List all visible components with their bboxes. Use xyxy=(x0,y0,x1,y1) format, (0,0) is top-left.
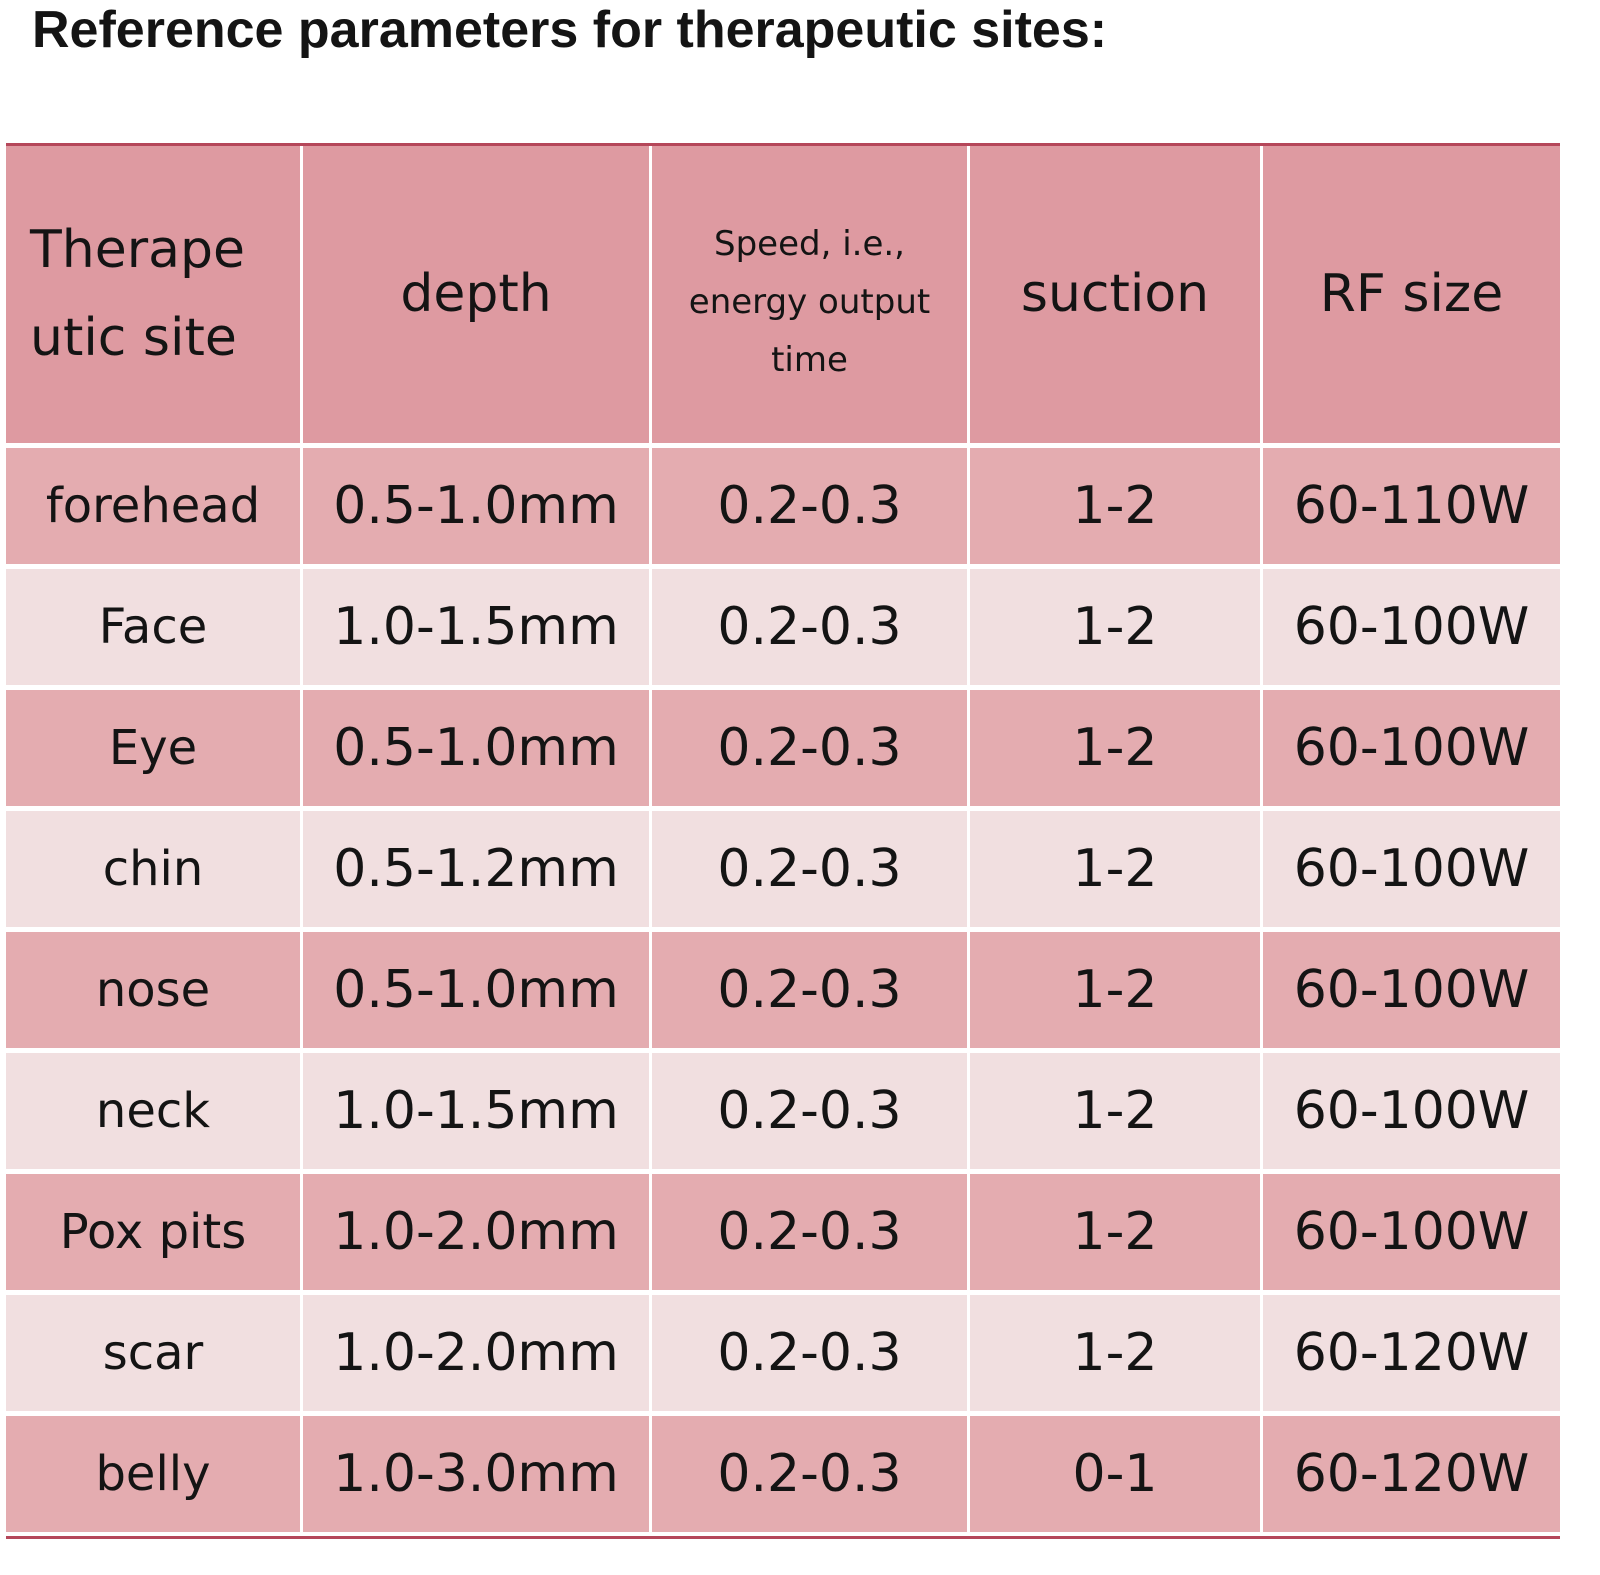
site-cell: nose xyxy=(6,932,300,1048)
value-cell: 0.2-0.3 xyxy=(652,448,967,564)
value-cell: 0-1 xyxy=(970,1416,1260,1532)
value-cell: 1-2 xyxy=(970,690,1260,806)
value-cell: 1-2 xyxy=(970,811,1260,927)
value-cell: 0.2-0.3 xyxy=(652,932,967,1048)
value-cell: 1-2 xyxy=(970,932,1260,1048)
value-cell: 1.0-2.0mm xyxy=(303,1174,649,1290)
value-cell: 1-2 xyxy=(970,1295,1260,1411)
value-cell: 0.2-0.3 xyxy=(652,1053,967,1169)
value-cell: 60-100W xyxy=(1263,690,1560,806)
header-text: Therape xyxy=(30,219,245,280)
value-cell: 60-100W xyxy=(1263,811,1560,927)
header-text: RF size xyxy=(1319,263,1504,324)
value-cell: 1.0-1.5mm xyxy=(303,1053,649,1169)
value-cell: 60-120W xyxy=(1263,1416,1560,1532)
header-text: Speed, i.e., energy output time xyxy=(688,223,931,380)
header-text: suction xyxy=(1020,263,1210,324)
value-cell: 60-100W xyxy=(1263,1053,1560,1169)
value-cell: 1-2 xyxy=(970,569,1260,685)
header-cell: Therape utic site xyxy=(6,146,300,443)
header-text: depth xyxy=(400,263,552,324)
value-cell: 60-100W xyxy=(1263,1174,1560,1290)
title: Reference parameters for therapeutic sit… xyxy=(32,1,1108,59)
site-cell: neck xyxy=(6,1053,300,1169)
value-cell: 0.2-0.3 xyxy=(652,1295,967,1411)
value-cell: 60-100W xyxy=(1263,932,1560,1048)
header-cell: suction xyxy=(970,146,1260,443)
site-cell: forehead xyxy=(6,448,300,564)
header-cell: RF size xyxy=(1263,146,1560,443)
site-cell: belly xyxy=(6,1416,300,1532)
header-text: utic site xyxy=(30,307,237,368)
header-cell: Speed, i.e., energy output time xyxy=(652,146,967,443)
value-cell: 1.0-2.0mm xyxy=(303,1295,649,1411)
value-cell: 0.2-0.3 xyxy=(652,569,967,685)
value-cell: 0.2-0.3 xyxy=(652,811,967,927)
value-cell: 0.2-0.3 xyxy=(652,1416,967,1532)
site-cell: scar xyxy=(6,1295,300,1411)
site-cell: Face xyxy=(6,569,300,685)
value-cell: 0.2-0.3 xyxy=(652,1174,967,1290)
value-cell: 60-100W xyxy=(1263,569,1560,685)
parameter-table: Therape utic site depth Speed, i.e., energy… xyxy=(6,143,1560,1539)
site-cell: Eye xyxy=(6,690,300,806)
value-cell: 0.2-0.3 xyxy=(652,690,967,806)
value-cell: 0.5-1.2mm xyxy=(303,811,649,927)
value-cell: 1-2 xyxy=(970,1174,1260,1290)
value-cell: 1-2 xyxy=(970,448,1260,564)
site-cell: Pox pits xyxy=(6,1174,300,1290)
header-cell: depth xyxy=(303,146,649,443)
value-cell: 60-120W xyxy=(1263,1295,1560,1411)
value-cell: 1-2 xyxy=(970,1053,1260,1169)
value-cell: 0.5-1.0mm xyxy=(303,448,649,564)
value-cell: 0.5-1.0mm xyxy=(303,932,649,1048)
site-cell: chin xyxy=(6,811,300,927)
value-cell: 0.5-1.0mm xyxy=(303,690,649,806)
value-cell: 60-110W xyxy=(1263,448,1560,564)
value-cell: 1.0-3.0mm xyxy=(303,1416,649,1532)
value-cell: 1.0-1.5mm xyxy=(303,569,649,685)
